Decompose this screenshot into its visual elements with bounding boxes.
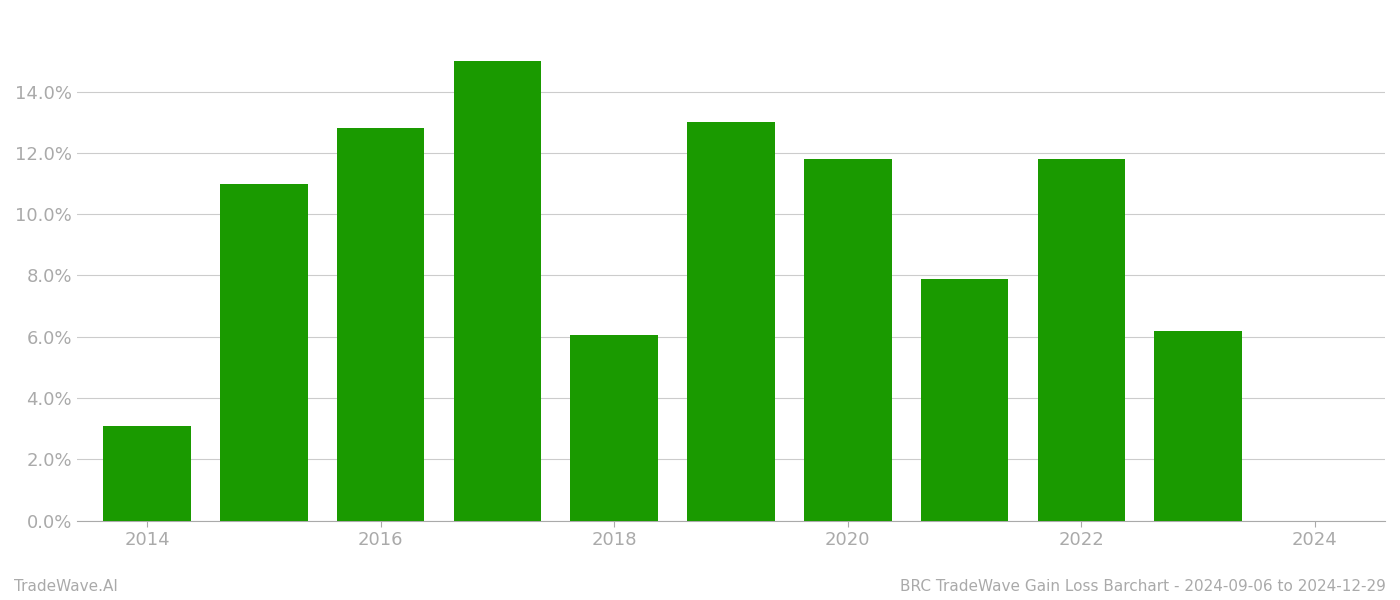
Bar [104, 425, 190, 521]
Bar [570, 335, 658, 521]
Bar [220, 184, 308, 521]
Bar [1037, 159, 1126, 521]
Text: TradeWave.AI: TradeWave.AI [14, 579, 118, 594]
Text: BRC TradeWave Gain Loss Barchart - 2024-09-06 to 2024-12-29: BRC TradeWave Gain Loss Barchart - 2024-… [900, 579, 1386, 594]
Bar [454, 61, 542, 521]
Bar [337, 128, 424, 521]
Bar [687, 122, 774, 521]
Bar [921, 278, 1008, 521]
Bar [804, 159, 892, 521]
Bar [1155, 331, 1242, 521]
